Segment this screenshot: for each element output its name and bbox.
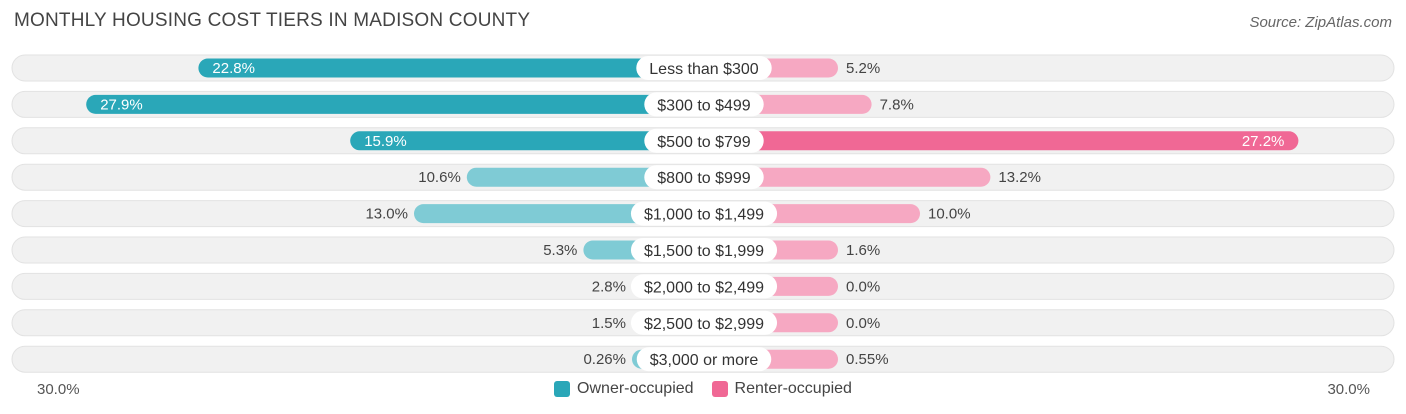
category-pill: [644, 92, 764, 117]
category-label: $300 to $499: [657, 97, 751, 114]
axis-label-left: 30.0%: [37, 381, 80, 398]
legend-swatch-owner: [554, 381, 571, 397]
category-label: $3,000 or more: [650, 352, 759, 369]
category-pill: [644, 128, 764, 153]
category-pill: [644, 165, 764, 190]
renter-value-label: 7.8%: [880, 96, 914, 113]
category-label: $2,000 to $2,499: [644, 279, 764, 296]
renter-value-label: 0.55%: [846, 351, 889, 368]
owner-bar: [350, 131, 700, 151]
axis-label-right: 30.0%: [1327, 381, 1370, 398]
renter-bar: [700, 167, 991, 187]
category-label: $1,000 to $1,499: [644, 207, 764, 224]
source-label: Source: ZipAtlas.com: [1249, 14, 1392, 31]
category-label: $2,500 to $2,999: [644, 316, 764, 333]
category-pill: [636, 56, 772, 80]
chart-title: MONTHLY HOUSING COST TIERS IN MADISON CO…: [14, 10, 531, 31]
category-label: $800 to $999: [657, 170, 751, 187]
legend-swatch-renter: [711, 381, 728, 397]
category-pill: [630, 238, 778, 262]
legend: Owner-occupied Renter-occupied: [0, 378, 1406, 400]
category-label: Less than $300: [649, 61, 759, 78]
legend-item-owner[interactable]: Owner-occupied: [554, 380, 694, 398]
renter-value-label: 0.0%: [846, 278, 880, 295]
legend-label-owner: Owner-occupied: [577, 380, 694, 397]
owner-value-label: 10.6%: [418, 169, 461, 186]
owner-bar: [414, 204, 700, 224]
owner-bar: [198, 58, 700, 78]
legend-item-renter[interactable]: Renter-occupied: [711, 380, 852, 398]
renter-value-label: 10.0%: [928, 206, 971, 223]
category-pill: [630, 201, 778, 226]
category-pill: [636, 347, 772, 372]
owner-value-label: 27.9%: [100, 96, 143, 113]
owner-value-label: 2.8%: [592, 278, 626, 295]
renter-value-label: 0.0%: [846, 315, 880, 332]
owner-value-label: 0.26%: [583, 351, 626, 368]
chart-svg: 22.8% 5.2% Less than $300 27.9% 7.8% $300 to …: [11, 54, 1395, 373]
renter-value-label: 1.6%: [846, 242, 880, 259]
renter-value-label: 27.2%: [1242, 133, 1285, 150]
renter-value-label: 13.2%: [998, 169, 1041, 186]
legend-label-renter: Renter-occupied: [734, 380, 852, 397]
owner-bar: [86, 94, 700, 114]
owner-value-label: 5.3%: [543, 242, 577, 259]
category-label: $500 to $799: [657, 134, 751, 151]
owner-value-label: 15.9%: [364, 133, 407, 150]
category-label: $1,500 to $1,999: [644, 243, 764, 260]
renter-bar: [700, 131, 1299, 151]
owner-value-label: 22.8%: [212, 60, 255, 77]
category-pill: [630, 310, 778, 335]
category-pill: [630, 274, 778, 299]
renter-value-label: 5.2%: [846, 60, 880, 77]
owner-bar: [466, 167, 700, 187]
owner-value-label: 1.5%: [592, 315, 626, 332]
owner-value-label: 13.0%: [365, 206, 408, 223]
